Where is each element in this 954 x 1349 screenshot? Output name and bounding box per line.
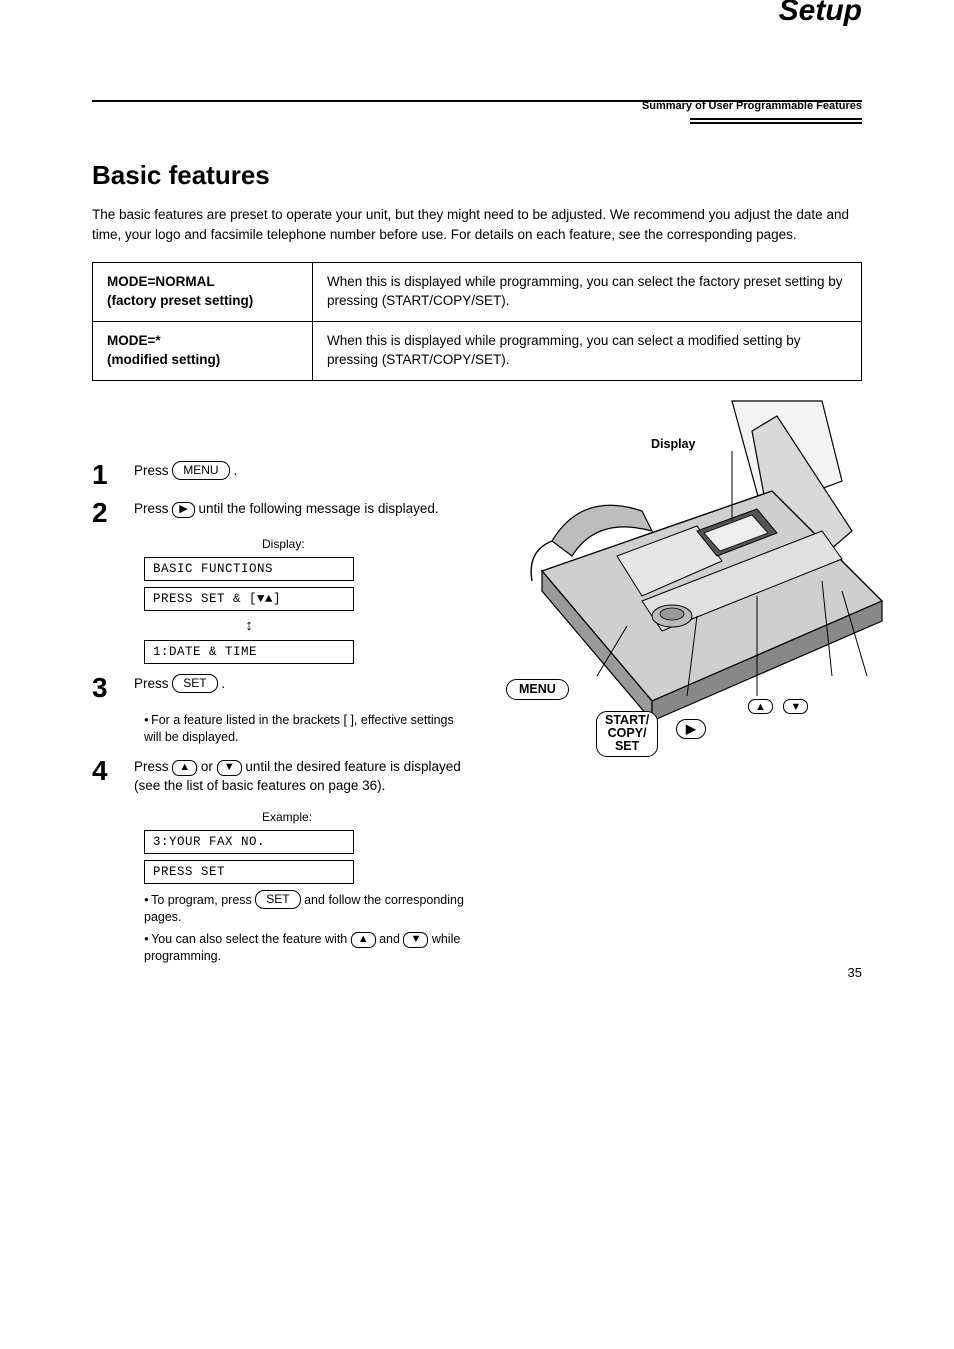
updown-arrow-icon: ↕ xyxy=(144,617,354,634)
lcd-display: BASIC FUNCTIONS xyxy=(144,557,354,581)
section-lead: The basic features are preset to operate… xyxy=(92,205,862,244)
step-text: Press xyxy=(134,463,172,478)
page-number: 35 xyxy=(848,965,862,980)
fax-illustration: Display MENU START/ COPY/ SET ▶ ▲ ▼ xyxy=(496,401,862,761)
table-row: MODE=* (modified setting) When this is d… xyxy=(93,321,862,380)
menu-callout-button: MENU xyxy=(506,679,569,700)
page-header-subtitle: Summary of User Programmable Features xyxy=(642,100,862,112)
fax-machine-svg xyxy=(522,391,892,731)
down-arrow-keycap: ▼ xyxy=(217,760,242,776)
set-keycap: SET xyxy=(172,674,217,693)
step-text: Press xyxy=(134,501,172,516)
step-bullet: For a feature listed in the brackets [ ]… xyxy=(144,712,472,747)
table-row: MODE=NORMAL (factory preset setting) Whe… xyxy=(93,263,862,322)
page-header-title: Setup xyxy=(779,0,862,28)
down-arrow-keycap: ▼ xyxy=(403,932,428,948)
step-number: 2 xyxy=(92,499,134,527)
section-title: Basic features xyxy=(92,160,862,191)
step-bullet: To program, press SET and follow the cor… xyxy=(144,890,472,927)
step-text: Press xyxy=(134,759,172,774)
step-number: 4 xyxy=(92,757,134,800)
step-4: 4 Press ▲ or ▼ until the desired feature… xyxy=(92,757,472,800)
option-desc: When this is displayed while programming… xyxy=(313,321,862,380)
right-arrow-keycap: ▶ xyxy=(172,502,194,518)
step-text: . xyxy=(221,676,225,691)
set-callout-button: START/ COPY/ SET xyxy=(596,711,658,757)
menu-keycap: MENU xyxy=(172,461,229,480)
up-arrow-keycap: ▲ xyxy=(351,932,376,948)
step-1: 1 Press MENU . xyxy=(92,461,472,489)
up-arrow-keycap: ▲ xyxy=(172,760,197,776)
step-text: Press xyxy=(134,676,172,691)
lcd-display: PRESS SET & [▼▲] xyxy=(144,587,354,611)
step-number: 3 xyxy=(92,674,134,702)
display-callout-label: Display xyxy=(651,437,695,451)
step-text: . xyxy=(233,463,237,478)
option-desc: When this is displayed while programming… xyxy=(313,263,862,322)
step-3: 3 Press SET . xyxy=(92,674,472,702)
lcd-display: 3:YOUR FAX NO. xyxy=(144,830,354,854)
down-arrow-callout: ▼ xyxy=(783,699,808,714)
display-label: Display: xyxy=(262,537,472,551)
example-label: Example: xyxy=(262,810,472,824)
step-text: until the following message is displayed… xyxy=(199,501,439,516)
up-arrow-callout: ▲ xyxy=(748,699,773,714)
option-key: MODE=NORMAL (factory preset setting) xyxy=(93,263,313,322)
lcd-display: PRESS SET xyxy=(144,860,354,884)
options-table: MODE=NORMAL (factory preset setting) Whe… xyxy=(92,262,862,381)
step-2: 2 Press ▶ until the following message is… xyxy=(92,499,472,527)
step-text: or xyxy=(201,759,217,774)
step-bullet: You can also select the feature with ▲ a… xyxy=(144,931,472,966)
header-accent-rule xyxy=(690,118,862,124)
set-keycap: SET xyxy=(255,890,300,909)
lcd-display: 1:DATE & TIME xyxy=(144,640,354,664)
option-key: MODE=* (modified setting) xyxy=(93,321,313,380)
right-callout-button: ▶ xyxy=(676,719,706,739)
step-number: 1 xyxy=(92,461,134,489)
